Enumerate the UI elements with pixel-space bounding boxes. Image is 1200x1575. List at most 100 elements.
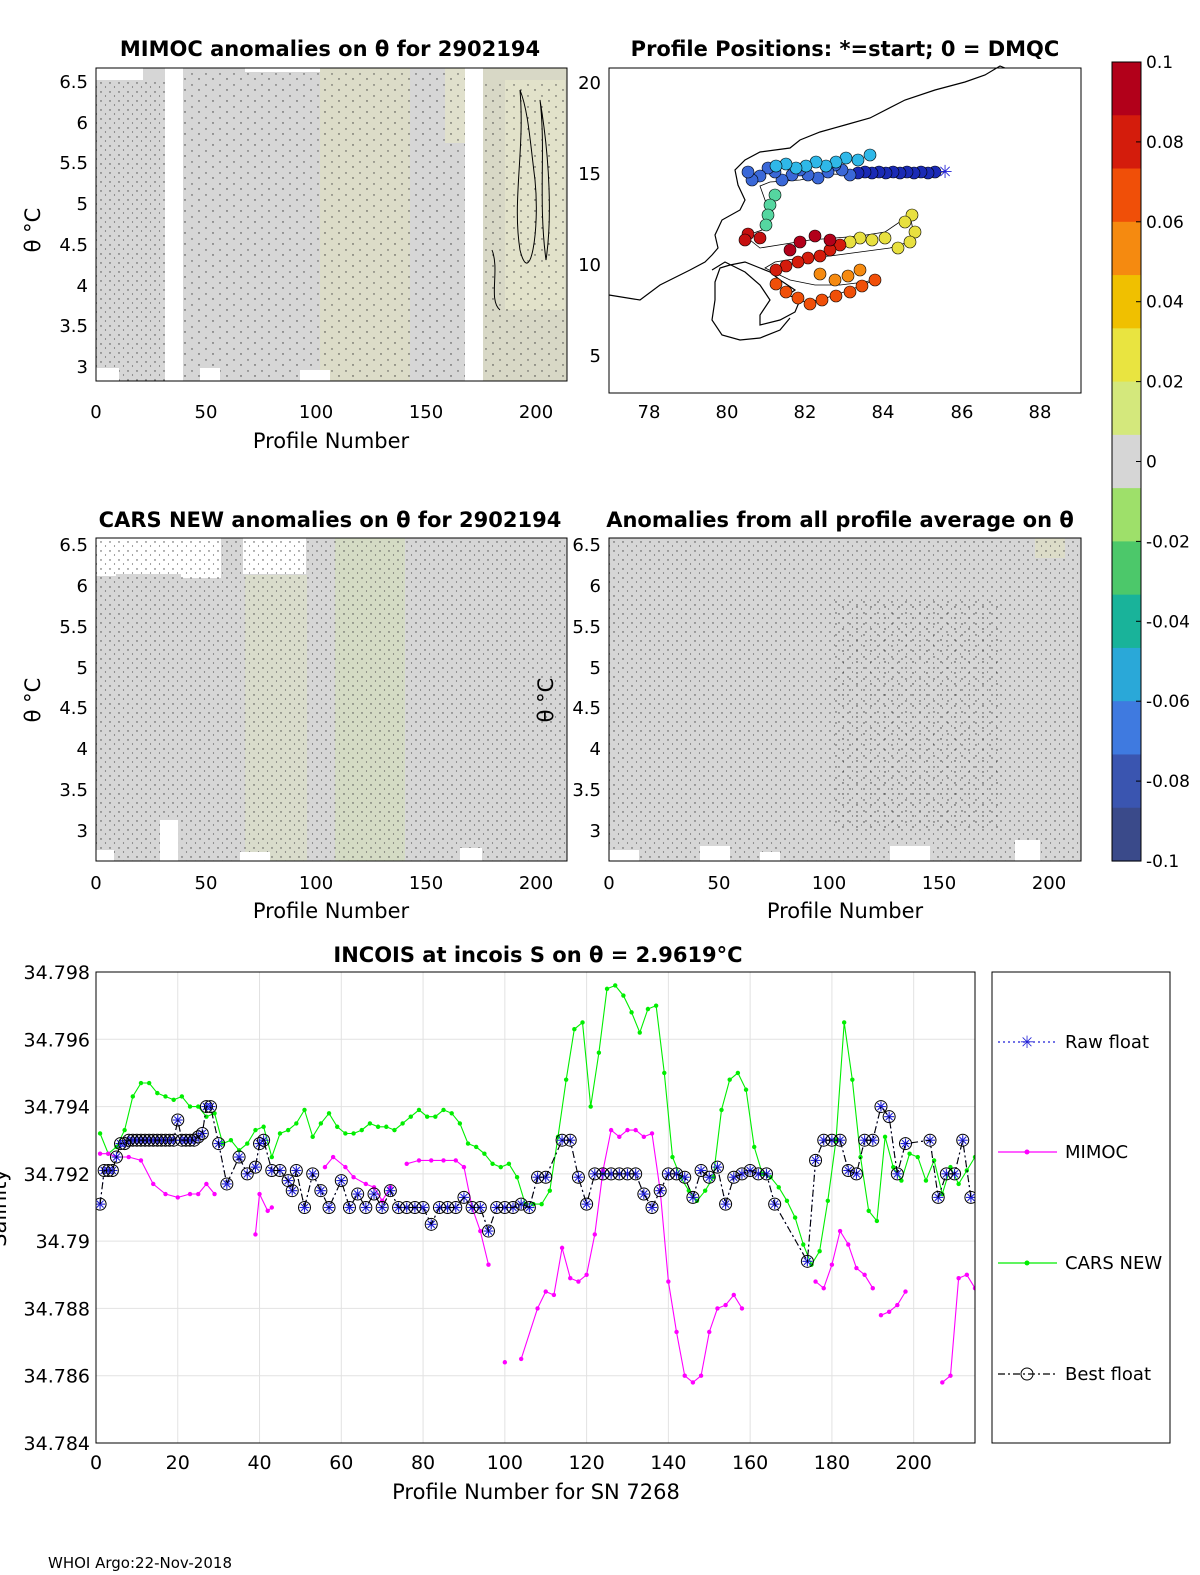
mimoc-point xyxy=(846,1242,851,1247)
best-float-point xyxy=(531,1170,545,1184)
x-tick-label: 100 xyxy=(487,1452,523,1474)
cars-new-point xyxy=(465,1141,471,1146)
best-float-point xyxy=(465,1201,479,1214)
cars-new-point xyxy=(866,1208,871,1214)
cars-new-point xyxy=(613,983,618,988)
cars-new-point xyxy=(285,1127,291,1133)
mimoc-point xyxy=(535,1306,540,1311)
svg-text:3: 3 xyxy=(77,357,88,378)
positions-xticks: 78 80 82 84 86 88 xyxy=(638,402,1052,423)
position-marker xyxy=(769,159,783,173)
best-float-point xyxy=(441,1201,455,1214)
profile-position-markers xyxy=(738,148,942,311)
x-tick-label: 140 xyxy=(650,1452,686,1474)
best-float-point xyxy=(306,1167,320,1181)
cars-new-point xyxy=(196,1104,201,1109)
position-marker xyxy=(829,289,843,303)
colorbar-labels: 0.1 0.08 0.06 0.04 0.02 0 -0.02 -0.04 -0.06 -0.08… xyxy=(1136,53,1190,872)
svg-text:4: 4 xyxy=(77,276,88,297)
cars-new-point xyxy=(801,1242,806,1247)
mimoc-point xyxy=(559,1245,565,1251)
mimoc-title: MIMOC anomalies on θ for 2902194 xyxy=(120,37,540,61)
best-float-point xyxy=(833,1133,847,1147)
mimoc-point xyxy=(568,1275,573,1281)
mimoc-point xyxy=(895,1302,900,1308)
cars-new-point xyxy=(261,1124,266,1129)
svg-text:3.5: 3.5 xyxy=(572,780,601,801)
mimoc-point xyxy=(964,1272,970,1277)
best-float-point xyxy=(109,1150,123,1164)
svg-text:150: 150 xyxy=(409,873,443,894)
mimoc-point xyxy=(379,1198,385,1203)
allavg-ylabel: θ °C xyxy=(534,678,558,723)
position-marker xyxy=(863,148,877,162)
best-float-point xyxy=(751,1167,765,1181)
cars-yticks: 3 3.5 4 4.5 5 5.5 6 6.5 xyxy=(59,535,88,842)
best-float-point xyxy=(555,1133,569,1147)
svg-text:50: 50 xyxy=(195,873,218,894)
mimoc-point xyxy=(829,1262,835,1267)
svg-text:80: 80 xyxy=(716,402,739,423)
best-float-point xyxy=(101,1163,115,1177)
svg-text:4: 4 xyxy=(77,739,88,760)
best-float-point xyxy=(858,1133,872,1147)
best-float-point xyxy=(661,1167,675,1181)
colorbar-band xyxy=(1112,807,1141,862)
position-marker xyxy=(878,231,892,245)
colorbar-label: 0.02 xyxy=(1146,373,1184,393)
best-float-point xyxy=(956,1133,970,1147)
best-float-point xyxy=(424,1217,438,1231)
mimoc-point xyxy=(649,1131,655,1136)
x-tick-label: 0 xyxy=(90,1452,102,1474)
position-marker xyxy=(898,215,912,229)
position-marker xyxy=(903,235,917,249)
cars-new-point xyxy=(956,1181,961,1187)
cars-new-point xyxy=(236,1148,242,1153)
mimoc-point xyxy=(478,1228,483,1234)
svg-text:200: 200 xyxy=(1032,873,1066,894)
svg-text:4: 4 xyxy=(590,739,601,760)
mimoc-point xyxy=(204,1181,209,1187)
mimoc-point xyxy=(257,1191,262,1197)
cars-new-point xyxy=(882,1134,888,1140)
mimoc-point xyxy=(886,1309,892,1314)
cars-new-point xyxy=(923,1178,929,1183)
cars-new-point xyxy=(825,1198,831,1203)
cars-new-point xyxy=(670,1154,675,1160)
x-tick-label: 20 xyxy=(166,1452,190,1474)
best-float-point xyxy=(898,1137,912,1151)
cars-new-point xyxy=(662,1070,667,1076)
mimoc-point xyxy=(715,1306,720,1311)
cars-new-point xyxy=(580,1020,585,1025)
colorbar-band xyxy=(1112,62,1141,116)
mimoc-point xyxy=(97,1151,103,1156)
y-axis-label: Salinity xyxy=(0,1169,11,1247)
best-float-point xyxy=(285,1184,299,1198)
mimoc-point xyxy=(821,1286,826,1291)
best-float-point xyxy=(298,1201,312,1214)
best-float-point xyxy=(759,1167,773,1181)
best-float-point xyxy=(490,1201,504,1214)
positions-title: Profile Positions: *=start; 0 = DMQC xyxy=(631,37,1060,61)
best-float-point xyxy=(240,1167,254,1181)
best-float-point xyxy=(408,1201,422,1214)
start-marker-icon: ✳ xyxy=(937,162,952,183)
svg-text:6.5: 6.5 xyxy=(59,72,88,93)
position-marker xyxy=(753,231,767,245)
mimoc-point xyxy=(363,1181,369,1187)
svg-text:6: 6 xyxy=(590,576,601,597)
mimoc-point xyxy=(682,1373,687,1378)
best-float-point xyxy=(183,1133,197,1147)
best-float-point xyxy=(629,1167,643,1181)
mimoc-point xyxy=(453,1158,458,1163)
cars-field xyxy=(96,538,567,861)
position-marker xyxy=(791,291,805,305)
y-tick-label: 34.784 xyxy=(24,1433,90,1455)
raw-float-point xyxy=(581,1199,592,1210)
raw-float-point xyxy=(234,1152,245,1163)
cars-new-point xyxy=(506,1161,512,1166)
position-marker xyxy=(841,269,855,283)
best-float-point xyxy=(257,1133,271,1147)
best-float-line xyxy=(99,1105,972,1264)
best-float-point xyxy=(719,1197,733,1211)
